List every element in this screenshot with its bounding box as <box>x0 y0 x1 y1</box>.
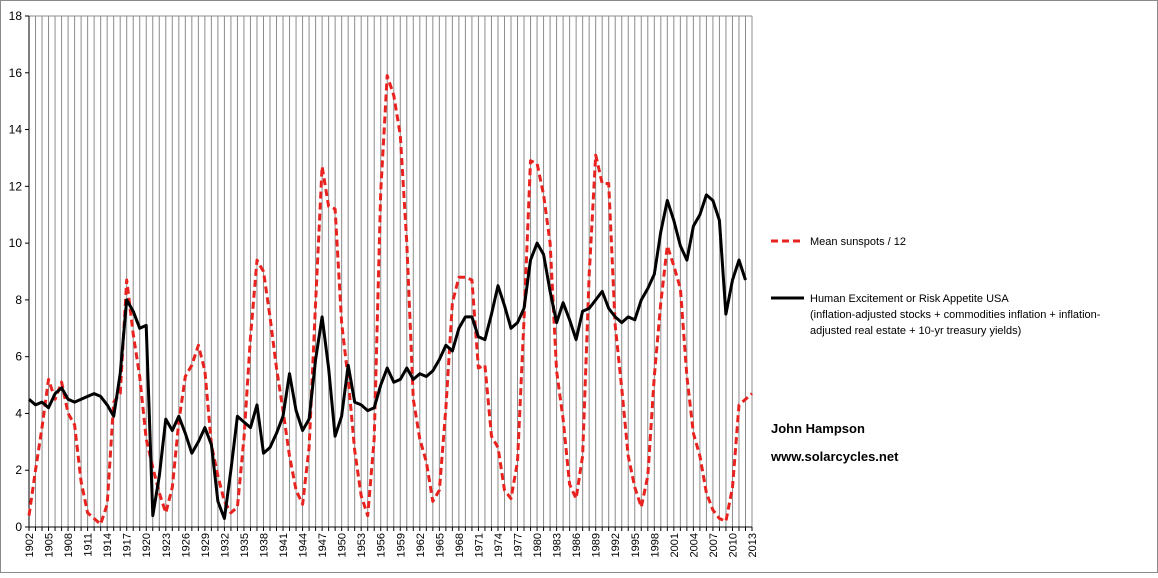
y-tick-label-12: 12 <box>9 179 23 193</box>
x-tick-label-1911: 1911 <box>83 533 95 557</box>
x-tick-label-1926: 1926 <box>180 533 192 557</box>
x-tick-label-1992: 1992 <box>610 533 622 557</box>
x-tick-label-1983: 1983 <box>552 533 564 557</box>
y-tick-label-0: 0 <box>15 520 22 534</box>
x-tick-label-1980: 1980 <box>532 533 544 557</box>
y-tick-label-18: 18 <box>9 9 23 23</box>
credits: John Hampson www.solarcycles.net <box>770 421 899 464</box>
y-tick-label-2: 2 <box>15 463 22 477</box>
x-tick-label-1971: 1971 <box>473 533 485 557</box>
x-tick-label-1968: 1968 <box>454 533 466 557</box>
x-tick-label-1917: 1917 <box>122 533 134 557</box>
x-tick-label-1932: 1932 <box>219 533 231 557</box>
grid-layer <box>28 15 753 527</box>
x-tick-label-1920: 1920 <box>141 533 153 557</box>
x-tick-label-1929: 1929 <box>200 533 212 557</box>
legend: Mean sunspots / 12 Human Excitement or R… <box>771 236 1101 337</box>
x-tick-label-1908: 1908 <box>63 533 75 557</box>
risk-appetite-series-line <box>28 193 747 520</box>
legend-sunspots-label: Mean sunspots / 12 <box>810 236 906 248</box>
x-tick-label-1914: 1914 <box>102 533 114 557</box>
x-tick-label-2004: 2004 <box>688 533 700 557</box>
x-tick-label-1938: 1938 <box>258 533 270 557</box>
y-tick-label-10: 10 <box>9 236 23 250</box>
x-tick-label-1965: 1965 <box>434 533 446 557</box>
website-url: www.solarcycles.net <box>770 449 899 464</box>
x-tick-label-1995: 1995 <box>630 533 642 557</box>
x-tick-label-1959: 1959 <box>395 533 407 557</box>
y-tick-label-6: 6 <box>15 350 22 364</box>
x-tick-label-1950: 1950 <box>337 533 349 557</box>
x-tick-label-1944: 1944 <box>298 533 310 557</box>
x-tick-label-2013: 2013 <box>747 533 759 557</box>
author-name: John Hampson <box>771 421 865 436</box>
y-tick-label-4: 4 <box>15 406 22 420</box>
x-tick-label-1941: 1941 <box>278 533 290 557</box>
x-tick-label-1962: 1962 <box>415 533 427 557</box>
x-tick-label-1902: 1902 <box>24 533 36 557</box>
y-tick-label-8: 8 <box>15 293 22 307</box>
x-tick-label-2007: 2007 <box>708 533 720 557</box>
x-tick-label-1905: 1905 <box>44 533 56 557</box>
y-tick-label-14: 14 <box>9 123 23 137</box>
x-tick-label-1998: 1998 <box>649 533 661 557</box>
x-tick-label-1947: 1947 <box>317 533 329 557</box>
x-tick-label-2001: 2001 <box>669 533 681 557</box>
axis-layer: 0 2 4 6 8 10 12 14 16 18 1902 1905 1908 1911 1914 1917 1… <box>9 9 759 557</box>
x-tick-label-2010: 2010 <box>727 533 739 557</box>
x-tick-label-1953: 1953 <box>356 533 368 557</box>
legend-risk-label: Human Excitement or Risk Appetite USA <box>810 293 1009 305</box>
x-tick-label-1935: 1935 <box>239 533 251 557</box>
x-tick-label-1977: 1977 <box>513 533 525 557</box>
legend-risk-desc-line2: adjusted real estate + 10-yr treasury yi… <box>810 325 1021 337</box>
x-tick-label-1923: 1923 <box>161 533 173 557</box>
y-tick-label-16: 16 <box>9 66 23 80</box>
x-tick-label-1986: 1986 <box>571 533 583 557</box>
x-tick-label-1956: 1956 <box>376 533 388 557</box>
series-layer <box>27 74 753 526</box>
legend-risk-desc-line1: (inflation-adjusted stocks + commodities… <box>810 309 1101 321</box>
x-tick-label-1989: 1989 <box>591 533 603 557</box>
x-tick-label-1974: 1974 <box>493 533 505 557</box>
